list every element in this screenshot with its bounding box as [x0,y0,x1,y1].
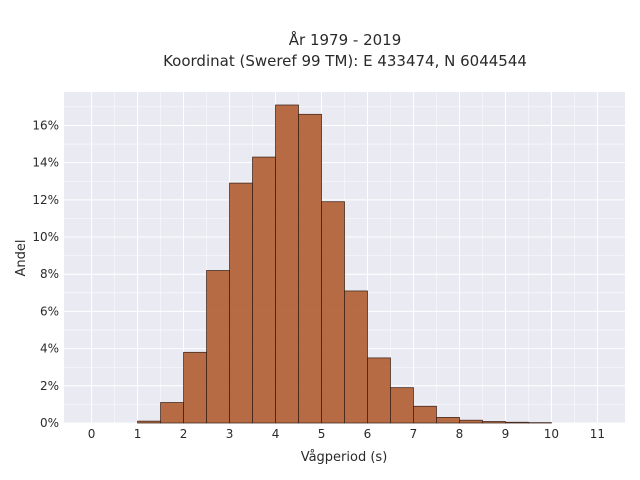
histogram-bar [321,201,345,424]
y-tick-label: 6% [40,304,59,318]
y-tick-label: 8% [40,267,59,281]
x-tick-label: 10 [544,427,559,441]
chart-subtitle: Koordinat (Sweref 99 TM): E 433474, N 60… [163,52,527,70]
chart-title: År 1979 - 2019 [289,30,402,49]
y-axis-ticks: 0% 2% 4% 6% 8% 10% 12% 14% 16% [32,118,59,430]
histogram-bar [436,417,460,424]
histogram-bar [413,405,437,424]
x-axis-ticks: 0 1 2 3 4 5 6 7 8 9 10 11 [88,427,605,441]
histogram-bar [183,351,207,424]
x-tick-label: 11 [590,427,605,441]
x-tick-label: 0 [88,427,96,441]
histogram-bar [298,113,322,424]
x-tick-label: 9 [502,427,510,441]
y-tick-label: 4% [40,342,59,356]
y-tick-label: 0% [40,416,59,430]
x-tick-label: 5 [318,427,326,441]
x-tick-label: 2 [180,427,188,441]
x-axis-label: Vågperiod (s) [301,450,388,465]
histogram-bar [275,104,299,424]
x-tick-label: 1 [134,427,142,441]
y-tick-label: 2% [40,379,59,393]
histogram-bar [505,421,529,424]
histogram-bar [137,420,161,424]
histogram-bar [482,421,506,424]
x-tick-label: 7 [410,427,418,441]
histogram-bar [206,270,230,424]
histogram-bar [367,357,391,424]
x-tick-label: 6 [364,427,372,441]
x-tick-label: 8 [456,427,464,441]
y-tick-label: 10% [32,230,59,244]
histogram-bar [390,387,414,424]
histogram-bar [344,290,368,424]
histogram-bar [459,419,483,424]
y-tick-label: 16% [32,118,59,132]
histogram-bar [229,182,253,424]
x-tick-label: 3 [226,427,234,441]
histogram-bar [160,402,184,424]
bars [137,104,552,424]
histogram-bar [252,156,276,424]
x-tick-label: 4 [272,427,280,441]
y-tick-label: 12% [32,193,59,207]
y-tick-label: 14% [32,156,59,170]
y-axis-label: Andel [14,240,29,277]
